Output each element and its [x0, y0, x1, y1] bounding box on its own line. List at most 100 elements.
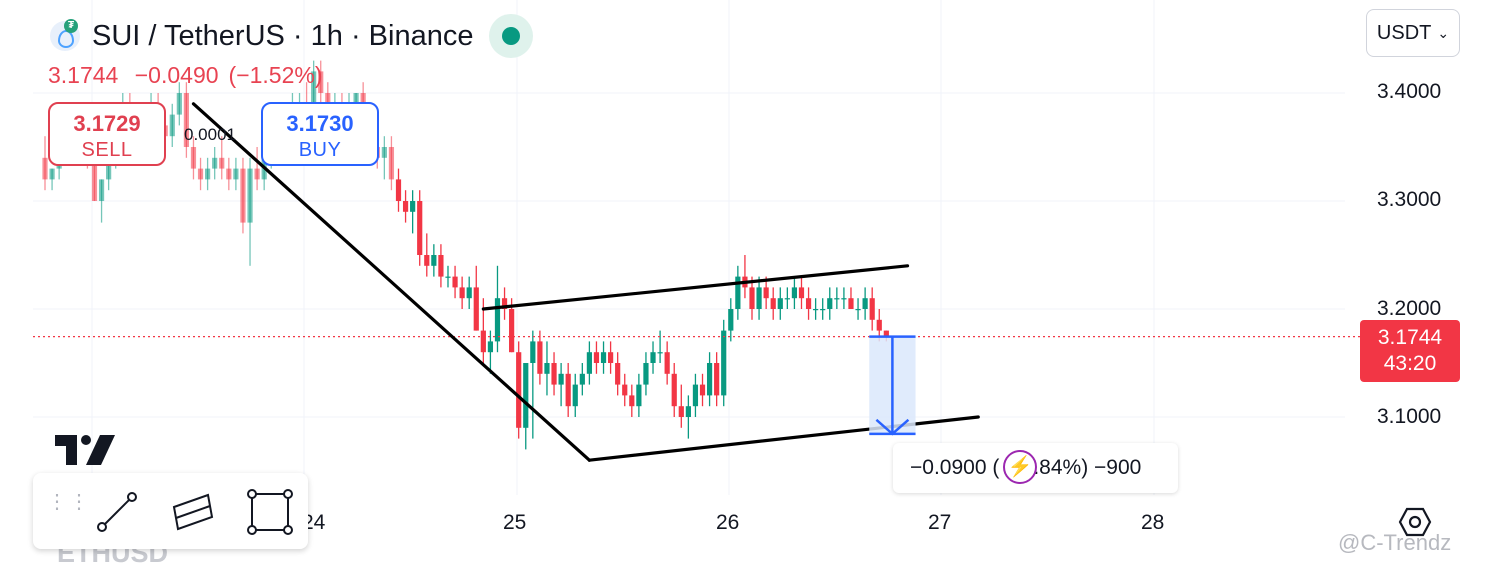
buy-price: 3.1730 — [286, 111, 354, 136]
candle-body — [247, 168, 253, 223]
candles — [42, 60, 889, 450]
y-tick-label: 3.3000 — [1377, 188, 1442, 211]
x-tick-label: 27 — [928, 511, 952, 534]
candle-body — [353, 93, 359, 104]
currency-dropdown[interactable]: USDT ⌄ — [1366, 9, 1460, 57]
y-tick-label: 3.2000 — [1377, 297, 1442, 320]
last-price-value: 3.1744 — [1377, 326, 1443, 349]
candle-body — [473, 287, 479, 331]
parallel-channel-tool-icon[interactable] — [168, 487, 218, 537]
candle-body — [530, 341, 536, 363]
market-open-icon — [489, 14, 534, 58]
candle-body — [388, 147, 395, 180]
trendline — [191, 102, 591, 462]
candle-body — [728, 309, 734, 331]
candle-body — [42, 157, 48, 180]
candle-body — [770, 298, 776, 309]
candle-body — [600, 352, 607, 363]
candle-body — [756, 287, 762, 309]
candle-body — [622, 384, 628, 396]
candle-body — [537, 341, 543, 374]
chevron-down-icon: ⌄ — [1437, 24, 1450, 41]
candle-body — [650, 352, 656, 363]
measure-arrow-head — [875, 418, 910, 436]
candle-body — [798, 287, 805, 299]
sell-price: 3.1729 — [73, 111, 141, 136]
candle-body — [551, 363, 557, 385]
drag-handle-icon[interactable]: ⋮⋮ — [47, 491, 91, 513]
candle-body — [190, 147, 197, 169]
candle-body — [509, 309, 515, 353]
price-change: −0.0490 — [134, 62, 219, 88]
candle-body — [558, 373, 564, 385]
candle-body — [749, 287, 755, 309]
spread-value: 0.0001 — [184, 125, 236, 144]
measure-label: −0.0900 ( .84%) −900 ⚡ — [893, 443, 1178, 493]
candle-body — [212, 157, 218, 169]
candle-body — [254, 168, 260, 180]
candle-body — [176, 93, 182, 115]
measure-text-before: −0.0900 ( — [910, 456, 1000, 479]
candle-body — [487, 341, 494, 353]
lightning-icon[interactable]: ⚡ — [1003, 450, 1037, 484]
candle-body — [565, 373, 571, 407]
candle-body — [459, 287, 465, 299]
candle-body — [685, 406, 691, 417]
candle-body — [699, 384, 706, 396]
candle-countdown: 43:20 — [1383, 352, 1437, 375]
candle-body — [544, 363, 550, 374]
candle-body — [862, 298, 868, 309]
candle-body — [311, 71, 317, 115]
candle-body — [615, 363, 621, 385]
candle-body — [586, 352, 592, 374]
candle-body — [784, 298, 790, 300]
candle-body — [848, 298, 854, 309]
measure-text-after: .84%) −900 — [1033, 456, 1142, 479]
candle-body — [197, 168, 204, 180]
candle-body — [841, 298, 847, 300]
candle-body — [579, 373, 585, 385]
candle-body — [735, 276, 741, 309]
candle-body — [49, 168, 55, 180]
candle-body — [98, 179, 105, 201]
candle-body — [106, 157, 112, 180]
trend-line-tool-icon[interactable] — [91, 487, 141, 537]
trendline — [481, 264, 910, 311]
buy-button[interactable]: 3.1730 BUY — [261, 102, 379, 166]
symbol-title[interactable]: SUI / TetherUS · 1h · Binance — [92, 19, 474, 52]
candle-body — [431, 255, 437, 266]
candle-body — [240, 168, 246, 223]
candle-body — [494, 298, 501, 342]
sell-button[interactable]: 3.1729 SELL — [48, 102, 166, 166]
candle-body — [721, 330, 727, 396]
settings-hexagon-icon[interactable] — [1398, 507, 1432, 537]
candle-body — [325, 93, 331, 104]
candle-body — [608, 352, 614, 363]
candle-body — [827, 298, 833, 309]
candle-body — [501, 298, 508, 309]
candle-body — [805, 298, 812, 309]
candle-body — [869, 298, 875, 320]
candle-body — [636, 384, 642, 407]
sui-tether-icon[interactable]: ₮ — [50, 19, 80, 51]
last-price-badge: 3.1744 43:20 — [1360, 320, 1460, 382]
candle-body — [671, 373, 677, 407]
currency-label: USDT — [1376, 21, 1432, 44]
candle-body — [791, 287, 798, 299]
candle-body — [883, 330, 889, 337]
price-change-line: 3.1744 −0.0490 (−1.52%) — [48, 62, 333, 89]
candle-body — [410, 201, 416, 212]
candle-body — [692, 384, 699, 407]
rectangle-tool-icon[interactable] — [245, 487, 295, 537]
candle-body — [523, 363, 529, 428]
price-change-pct: (−1.52%) — [228, 62, 323, 88]
candle-body — [438, 255, 444, 277]
candle-body — [169, 114, 175, 137]
candle-body — [445, 276, 451, 278]
candle-body — [91, 157, 98, 201]
candle-body — [424, 255, 430, 266]
candle-body — [480, 330, 486, 353]
candle-body — [233, 168, 239, 180]
candle-body — [678, 406, 684, 417]
